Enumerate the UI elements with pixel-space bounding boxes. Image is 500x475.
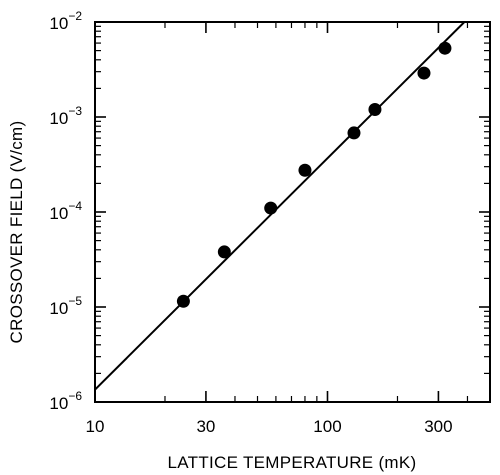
- x-tick-label: 300: [424, 417, 452, 436]
- data-point: [264, 201, 278, 215]
- x-axis-label: LATTICE TEMPERATURE (mK): [168, 453, 417, 472]
- x-tick-label: 30: [196, 417, 215, 436]
- data-point: [368, 102, 382, 116]
- y-tick-label: 10−4: [49, 199, 82, 223]
- plot-area: [95, 22, 466, 391]
- y-tick-label: 10−5: [49, 294, 82, 318]
- data-point: [347, 126, 361, 140]
- data-point: [298, 163, 312, 177]
- y-axis-label: CROSSOVER FIELD (V/cm): [7, 121, 26, 344]
- plot-frame: [94, 21, 491, 403]
- y-tick-label: 10−2: [49, 9, 82, 33]
- data-point: [217, 245, 231, 259]
- axes: 10−6 10−5 10−4 10−3 10−2 10 30 100 300: [49, 9, 491, 436]
- fit-line: [95, 22, 466, 391]
- data-point: [438, 41, 452, 55]
- data-point: [176, 294, 190, 308]
- data-point: [417, 66, 431, 80]
- x-tick-label: 100: [313, 417, 341, 436]
- y-tick-label: 10−6: [49, 389, 82, 413]
- y-tick-label: 10−3: [49, 104, 82, 128]
- x-tick-label: 10: [86, 417, 105, 436]
